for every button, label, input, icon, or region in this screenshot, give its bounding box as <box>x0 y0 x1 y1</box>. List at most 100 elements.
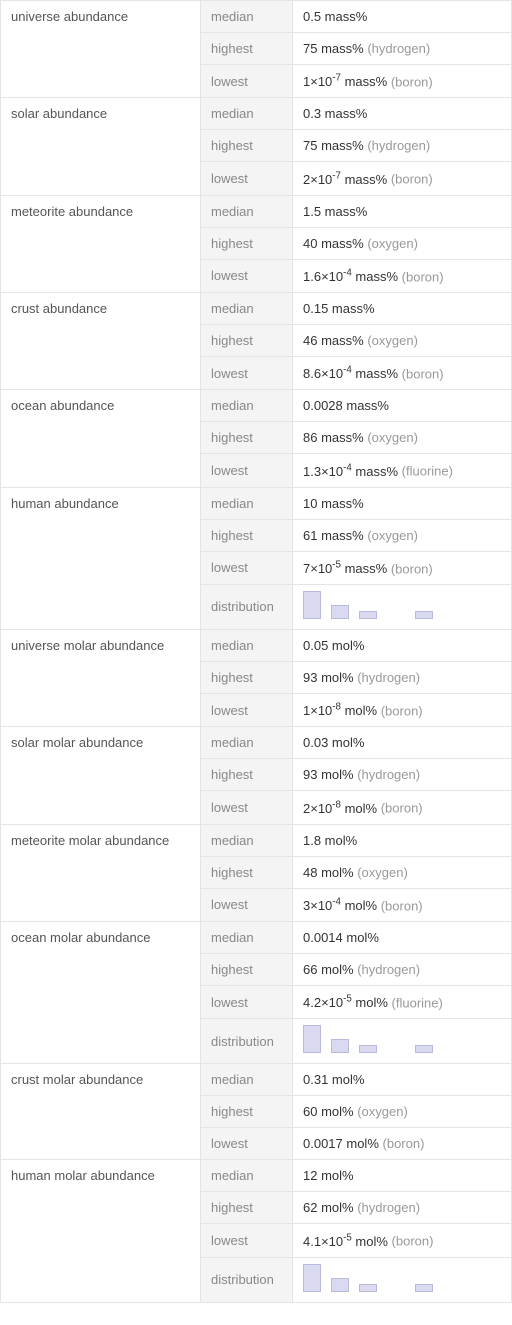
value-cell: 0.15 mass% <box>293 292 512 324</box>
stat-cell: highest <box>201 856 293 888</box>
value-cell: 4.1×10-5 mol% (boron) <box>293 1224 512 1257</box>
distribution-bar <box>303 1264 321 1292</box>
value-cell: 48 mol% (oxygen) <box>293 856 512 888</box>
value-cell: 1.5 mass% <box>293 195 512 227</box>
value-text: 0.5 mass% <box>303 9 367 24</box>
distribution-bar <box>331 1278 349 1292</box>
category-cell: solar abundance <box>1 98 201 195</box>
value-cell: 7×10-5 mass% (boron) <box>293 551 512 584</box>
value-cell: 8.6×10-4 mass% (boron) <box>293 356 512 389</box>
value-text: 75 mass% <box>303 41 364 56</box>
stat-cell: highest <box>201 1096 293 1128</box>
table-row: universe abundancemedian0.5 mass% <box>1 1 512 33</box>
stat-cell: median <box>201 1160 293 1192</box>
value-cell: 0.0028 mass% <box>293 390 512 422</box>
value-cell: 75 mass% (hydrogen) <box>293 130 512 162</box>
value-cell: 0.31 mol% <box>293 1064 512 1096</box>
value-cell: 1.3×10-4 mass% (fluorine) <box>293 454 512 487</box>
stat-cell: median <box>201 1 293 33</box>
stat-cell: lowest <box>201 65 293 98</box>
distribution-bar <box>303 1025 321 1053</box>
value-cell: 0.0017 mol% (boron) <box>293 1128 512 1160</box>
value-text: 1×10-7 mass% <box>303 74 387 89</box>
value-text: 7×10-5 mass% <box>303 561 387 576</box>
value-text: 10 mass% <box>303 496 364 511</box>
value-note: (boron) <box>381 801 423 816</box>
value-note: (oxygen) <box>357 865 408 880</box>
stat-cell: highest <box>201 661 293 693</box>
value-text: 0.31 mol% <box>303 1072 364 1087</box>
value-note: (hydrogen) <box>367 138 430 153</box>
distribution-bar <box>415 1284 433 1292</box>
value-cell: 93 mol% (hydrogen) <box>293 759 512 791</box>
value-note: (hydrogen) <box>357 962 420 977</box>
value-text: 1.3×10-4 mass% <box>303 464 398 479</box>
value-note: (hydrogen) <box>367 41 430 56</box>
value-cell: 1.8 mol% <box>293 824 512 856</box>
value-cell: 86 mass% (oxygen) <box>293 422 512 454</box>
value-cell: 93 mol% (hydrogen) <box>293 661 512 693</box>
stat-cell: highest <box>201 33 293 65</box>
category-cell: solar molar abundance <box>1 727 201 824</box>
stat-cell: lowest <box>201 888 293 921</box>
value-note: (boron) <box>392 1234 434 1249</box>
value-text: 2×10-8 mol% <box>303 801 377 816</box>
distribution-bar <box>359 1045 377 1053</box>
stat-cell: median <box>201 98 293 130</box>
value-cell: 0.5 mass% <box>293 1 512 33</box>
stat-cell: lowest <box>201 693 293 726</box>
distribution-chart <box>303 593 501 621</box>
stat-cell: median <box>201 195 293 227</box>
value-cell: 4.2×10-5 mol% (fluorine) <box>293 985 512 1018</box>
value-cell: 61 mass% (oxygen) <box>293 519 512 551</box>
distribution-bar <box>331 1039 349 1053</box>
stat-cell: highest <box>201 1192 293 1224</box>
value-note: (hydrogen) <box>357 1200 420 1215</box>
value-cell: 1×10-8 mol% (boron) <box>293 693 512 726</box>
value-text: 8.6×10-4 mass% <box>303 366 398 381</box>
value-text: 86 mass% <box>303 430 364 445</box>
value-text: 40 mass% <box>303 236 364 251</box>
value-text: 62 mol% <box>303 1200 354 1215</box>
value-text: 66 mol% <box>303 962 354 977</box>
stat-cell: lowest <box>201 259 293 292</box>
stat-cell: highest <box>201 130 293 162</box>
value-note: (oxygen) <box>367 528 418 543</box>
value-text: 12 mol% <box>303 1168 354 1183</box>
value-note: (hydrogen) <box>357 670 420 685</box>
stat-cell: highest <box>201 324 293 356</box>
category-cell: human molar abundance <box>1 1160 201 1302</box>
distribution-chart <box>303 1266 501 1294</box>
category-cell: human abundance <box>1 487 201 629</box>
value-note: (boron) <box>391 561 433 576</box>
stat-cell: median <box>201 390 293 422</box>
abundance-table: universe abundancemedian0.5 mass%highest… <box>0 0 512 1303</box>
value-note: (oxygen) <box>367 236 418 251</box>
stat-cell: distribution <box>201 1257 293 1302</box>
value-note: (oxygen) <box>357 1104 408 1119</box>
stat-cell: highest <box>201 759 293 791</box>
value-cell <box>293 584 512 629</box>
value-text: 93 mol% <box>303 670 354 685</box>
category-cell: meteorite abundance <box>1 195 201 292</box>
value-text: 0.0028 mass% <box>303 398 389 413</box>
stat-cell: highest <box>201 227 293 259</box>
stat-cell: lowest <box>201 791 293 824</box>
value-note: (fluorine) <box>392 995 443 1010</box>
stat-cell: lowest <box>201 551 293 584</box>
value-text: 4.2×10-5 mol% <box>303 995 388 1010</box>
value-text: 0.3 mass% <box>303 106 367 121</box>
table-row: meteorite molar abundancemedian1.8 mol% <box>1 824 512 856</box>
stat-cell: median <box>201 824 293 856</box>
value-note: (boron) <box>402 269 444 284</box>
value-note: (boron) <box>381 703 423 718</box>
value-text: 0.03 mol% <box>303 735 364 750</box>
table-row: universe molar abundancemedian0.05 mol% <box>1 629 512 661</box>
value-note: (boron) <box>381 898 423 913</box>
value-text: 0.0017 mol% <box>303 1136 379 1151</box>
category-cell: meteorite molar abundance <box>1 824 201 921</box>
distribution-bar <box>331 605 349 619</box>
value-text: 0.15 mass% <box>303 301 375 316</box>
value-cell: 2×10-8 mol% (boron) <box>293 791 512 824</box>
table-row: human abundancemedian10 mass% <box>1 487 512 519</box>
